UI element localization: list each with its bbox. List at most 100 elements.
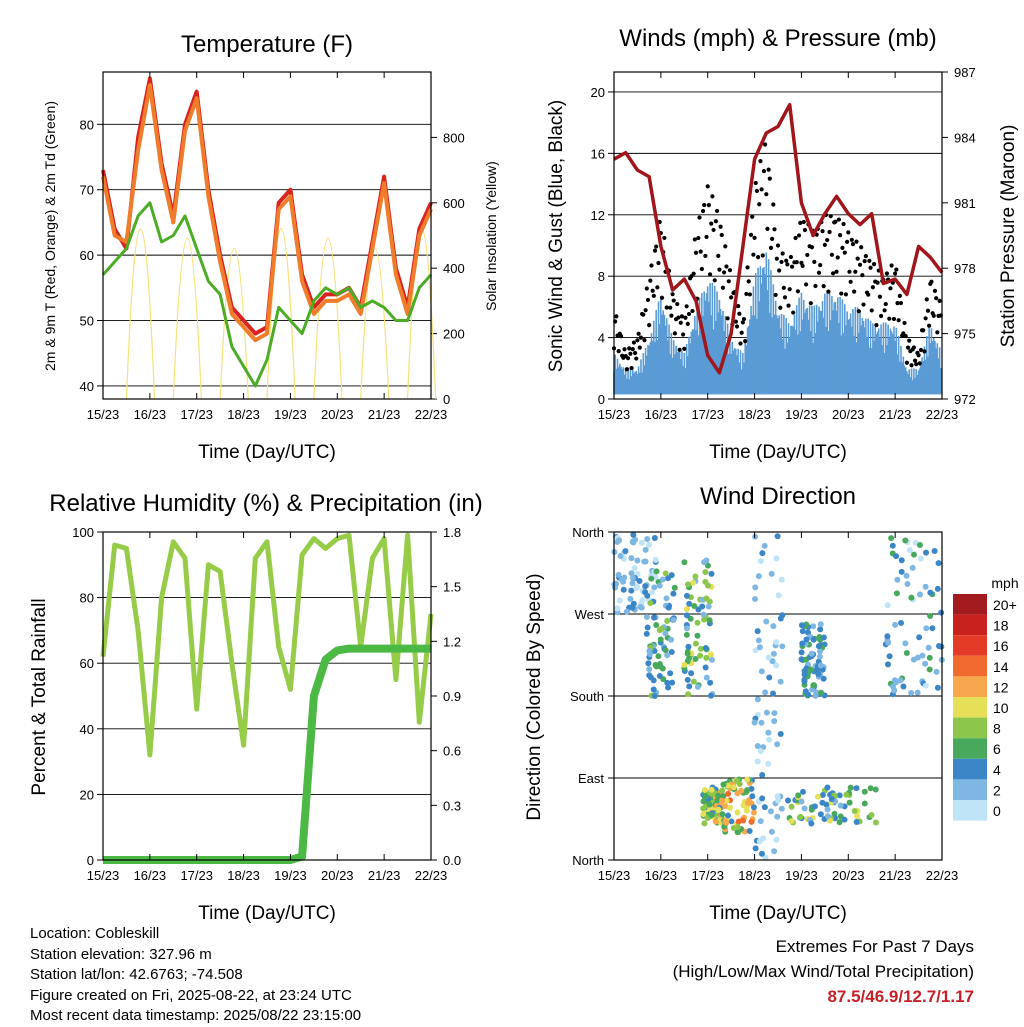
direction-xtick-label: 16/23 (645, 868, 678, 883)
winds-left-tick-label: 16 (591, 146, 605, 161)
gust-point (629, 365, 634, 371)
direction-point (785, 797, 792, 804)
direction-point (707, 679, 714, 686)
winds-xtick-label: 20/23 (832, 407, 865, 422)
speed-legend-swatch (953, 635, 987, 656)
gust-point (841, 221, 846, 227)
direction-point (788, 803, 795, 810)
gust-point (681, 332, 686, 337)
gust-point (760, 253, 765, 258)
gust-point (707, 272, 713, 277)
gust-point (683, 315, 688, 320)
temperature-left-tick-label: 60 (80, 248, 94, 263)
gust-point (668, 305, 673, 310)
gust-point (751, 252, 756, 257)
gust-point (697, 215, 702, 220)
direction-point (630, 531, 637, 538)
gust-point (861, 302, 866, 307)
gust-point (736, 303, 741, 309)
direction-point (620, 578, 627, 585)
gust-point (649, 263, 654, 268)
gust-point (877, 294, 883, 299)
direction-point (702, 664, 709, 671)
direction-point (752, 845, 759, 852)
direction-point (824, 806, 831, 813)
direction-point (647, 674, 654, 681)
station-latlon: Station lat/lon: 42.6763; -74.508 (30, 966, 243, 983)
direction-ylabel: Direction (Colored By Speed) (524, 573, 545, 820)
gust-point (822, 242, 827, 247)
gust-point (773, 292, 778, 298)
speed-legend-label: 10 (993, 700, 1009, 716)
direction-point (898, 557, 905, 564)
gust-point (935, 330, 940, 335)
direction-point (615, 571, 622, 578)
gust-point (921, 328, 926, 333)
direction-point (892, 621, 899, 628)
gust-point (845, 239, 850, 245)
speed-legend-label: 12 (993, 679, 1009, 695)
gust-point (638, 335, 644, 340)
direction-point (900, 683, 907, 690)
gust-point (719, 232, 724, 238)
direction-point (683, 625, 690, 632)
direction-point (801, 668, 808, 675)
gust-point (696, 235, 701, 241)
direction-point (798, 649, 805, 656)
direction-point (837, 802, 844, 809)
direction-point (631, 565, 638, 572)
direction-point (934, 684, 941, 691)
direction-point (705, 603, 712, 610)
gust-point (656, 260, 661, 266)
direction-ytick-label: East (578, 771, 604, 786)
gust-point (650, 288, 655, 293)
gust-point (837, 233, 843, 238)
direction-point (701, 616, 708, 623)
gust-point (835, 255, 840, 260)
gust-point (729, 295, 734, 300)
speed-legend-label: 14 (993, 659, 1009, 675)
gust-point (816, 270, 822, 275)
gust-point (796, 233, 802, 238)
direction-point (820, 675, 827, 682)
direction-point (662, 630, 669, 637)
gust-point (795, 289, 801, 294)
direction-point (613, 580, 620, 587)
direction-point (893, 553, 900, 560)
direction-point (853, 785, 860, 792)
direction-point (683, 592, 690, 599)
direction-point (774, 741, 781, 748)
gust-point (784, 258, 789, 263)
direction-point (633, 585, 640, 592)
gust-point (779, 259, 784, 265)
temperature-left-tick-label: 40 (80, 379, 94, 394)
gust-point (758, 159, 763, 164)
gust-point (834, 269, 839, 274)
extremes-subheading: (High/Low/Max Wind/Total Precipitation) (672, 962, 974, 981)
direction-point (810, 682, 817, 689)
direction-point (646, 651, 653, 658)
data-timestamp: Most recent data timestamp: 2025/08/22 2… (30, 1007, 362, 1024)
gust-point (820, 228, 825, 234)
direction-point (659, 576, 666, 583)
gust-point (829, 252, 834, 257)
gust-point (676, 315, 681, 320)
speed-legend-label: 6 (993, 741, 1001, 757)
direction-point (909, 564, 916, 571)
gust-point (874, 323, 879, 328)
direction-point (773, 836, 780, 843)
temperature-xtick-label: 21/23 (368, 407, 401, 422)
pressure-right-tick-label: 984 (954, 130, 976, 145)
direction-point (861, 800, 868, 807)
temperature-solar-right-tick-label: 600 (443, 196, 465, 211)
gust-point (772, 227, 777, 232)
direction-point (708, 786, 715, 793)
gust-point (746, 279, 751, 284)
gust-point (628, 351, 633, 356)
gust-point (752, 235, 757, 240)
direction-point (758, 668, 765, 675)
direction-point (759, 550, 766, 557)
direction-point (777, 731, 784, 738)
direction-point (697, 652, 704, 659)
direction-point (701, 820, 708, 827)
